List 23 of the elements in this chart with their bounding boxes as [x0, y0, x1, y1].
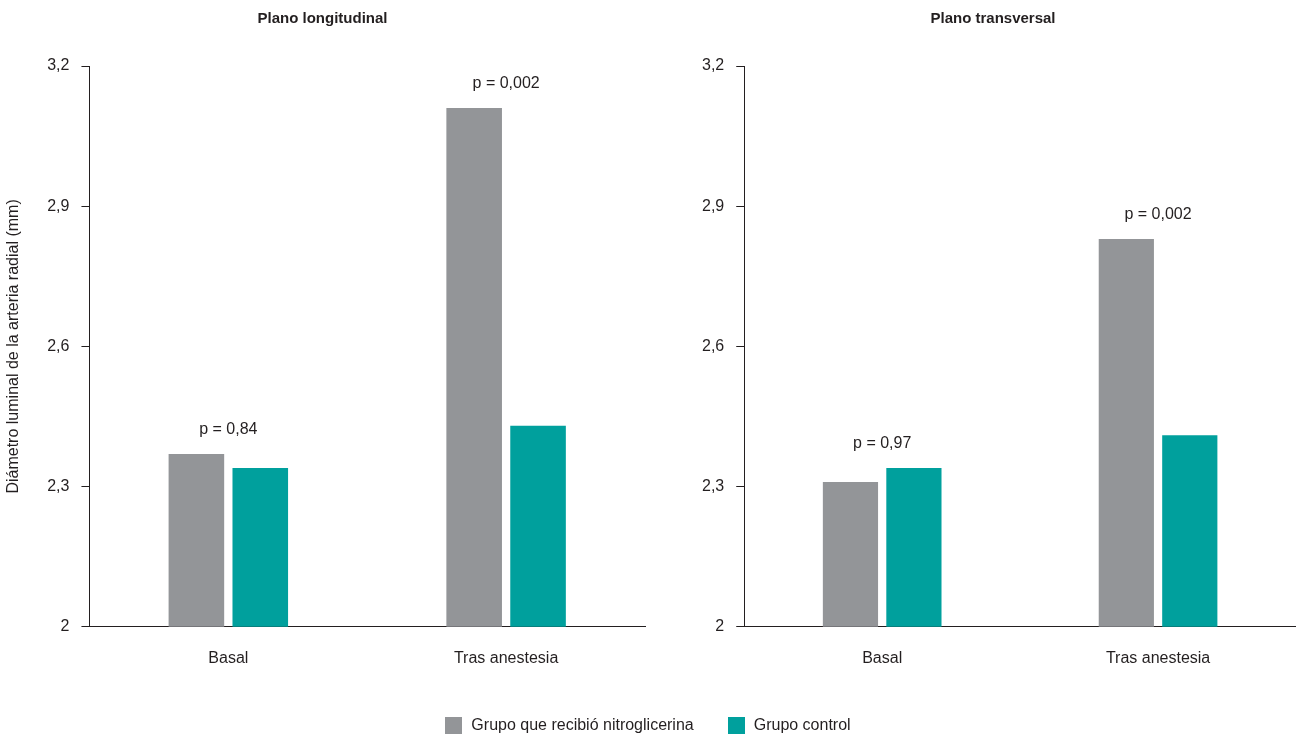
y-tick-label: 2,3 [47, 477, 70, 495]
y-tick-label: 3,2 [701, 56, 725, 74]
y-tick-label: 2,6 [47, 336, 70, 354]
legend-label: Grupo control [753, 716, 851, 734]
chart-title: Plano longitudinal [257, 9, 388, 27]
y-axis-title: Diámetro luminal de la arteria radial (mm) [4, 199, 22, 494]
y-tick-label: 2,6 [701, 336, 725, 354]
x-tick-label: Tras anestesia [1105, 648, 1211, 666]
legend-label: Grupo que recibió nitroglicerina [471, 716, 694, 734]
y-tick-label: 2,9 [47, 196, 70, 214]
x-tick-label: Basal [208, 648, 249, 666]
y-tick-label: 2,3 [701, 477, 725, 495]
annotation: p = 0,002 [1124, 205, 1192, 223]
annotation: p = 0,002 [472, 74, 540, 92]
y-tick-label: 3,2 [47, 56, 70, 74]
chart-title: Plano transversal [930, 9, 1056, 27]
annotation: p = 0,84 [199, 420, 258, 438]
y-tick-label: 2 [60, 617, 70, 635]
x-tick-label: Tras anestesia [453, 648, 559, 666]
y-tick-label: 2 [715, 617, 725, 635]
x-tick-label: Basal [862, 648, 903, 666]
annotation: p = 0,97 [853, 434, 912, 452]
y-tick-label: 2,9 [701, 196, 725, 214]
